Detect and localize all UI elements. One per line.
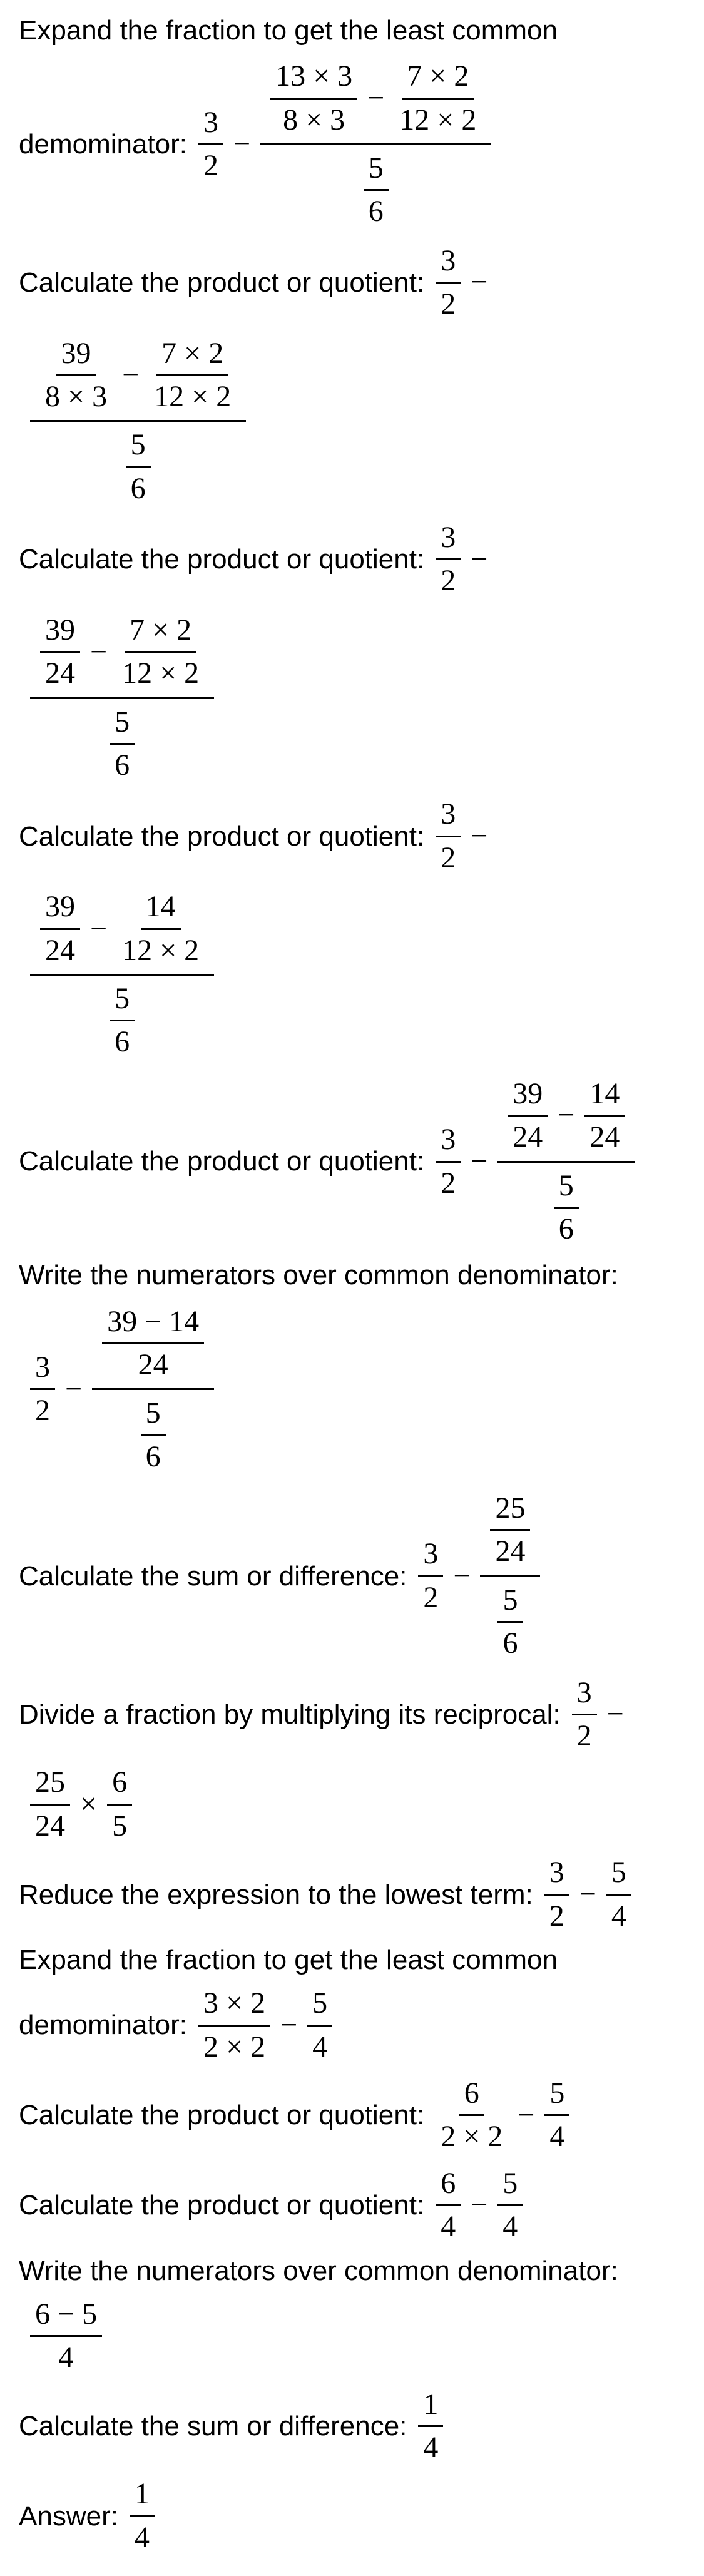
math-expr-12: 64 − 54: [432, 2163, 526, 2248]
math-expr-10: 3 × 22 × 2 − 54: [195, 1983, 336, 2068]
math-expr-5: 32 − 3924 − 1424 56: [432, 1071, 638, 1253]
step-text: Calculate the product or quotient:: [19, 1143, 424, 1179]
math-expr-4a: 32 −: [432, 794, 494, 879]
step-11: Calculate the product or quotient: 62 × …: [19, 2073, 685, 2158]
step-text: Write the numerators over common denomin…: [19, 2253, 618, 2289]
step-3b: 3924 − 7 × 212 × 2 56: [19, 607, 685, 789]
step-2: Calculate the product or quotient: 32 −: [19, 240, 685, 325]
math-expr-8a: 32 −: [568, 1672, 630, 1757]
step-text: Calculate the product or quotient:: [19, 265, 424, 300]
step-text: demominator:: [19, 2007, 187, 2043]
step-3: Calculate the product or quotient: 32 −: [19, 517, 685, 602]
step-text: Calculate the product or quotient:: [19, 2097, 424, 2133]
step-text: Calculate the product or quotient:: [19, 541, 424, 577]
step-9: Reduce the expression to the lowest term…: [19, 1852, 685, 1937]
step-8b: 2524 × 65: [19, 1762, 685, 1847]
math-expr-13: 6 − 54: [26, 2294, 106, 2379]
step-text: Reduce the expression to the lowest term…: [19, 1877, 533, 1913]
step-10-text-b: demominator: 3 × 22 × 2 − 54: [19, 1983, 685, 2068]
math-expr-2a: 32 −: [432, 240, 494, 325]
step-text: Calculate the product or quotient:: [19, 2187, 424, 2223]
step-13-math: 6 − 54: [19, 2294, 685, 2379]
step-4b: 3924 − 1412 × 2 56: [19, 884, 685, 1066]
math-expr-7: 32 − 2524 56: [414, 1485, 544, 1667]
step-5: Calculate the product or quotient: 32 − …: [19, 1071, 685, 1253]
answer-label: Answer:: [19, 2498, 118, 2534]
step-7: Calculate the sum or difference: 32 − 25…: [19, 1485, 685, 1667]
math-expr-3b: 3924 − 7 × 212 × 2 56: [26, 607, 218, 789]
step-text: Expand the fraction to get the least com…: [19, 13, 558, 48]
math-expr-2b: 398 × 3 − 7 × 212 × 2 56: [26, 330, 250, 513]
answer-line: Answer: 14: [19, 2473, 685, 2558]
step-4: Calculate the product or quotient: 32 −: [19, 794, 685, 879]
math-expr-14: 14: [414, 2384, 447, 2469]
step-13-text: Write the numerators over common denomin…: [19, 2253, 685, 2289]
math-expr-11: 62 × 2 − 54: [432, 2073, 573, 2158]
math-expr-8b: 2524 × 65: [26, 1762, 136, 1847]
step-6-text: Write the numerators over common denomin…: [19, 1257, 685, 1293]
math-expr-3a: 32 −: [432, 517, 494, 602]
math-expr-6: 32 − 39 − 1424 56: [26, 1299, 218, 1481]
step-2b: 398 × 3 − 7 × 212 × 2 56: [19, 330, 685, 513]
step-text: Calculate the sum or difference:: [19, 2408, 407, 2444]
step-6-math: 32 − 39 − 1424 56: [19, 1299, 685, 1481]
step-8: Divide a fraction by multiplying its rec…: [19, 1672, 685, 1757]
step-10-text-a: Expand the fraction to get the least com…: [19, 1942, 685, 1978]
step-text: Calculate the sum or difference:: [19, 1558, 407, 1594]
step-text: Write the numerators over common denomin…: [19, 1257, 618, 1293]
step-1-text-a: Expand the fraction to get the least com…: [19, 13, 685, 48]
step-14: Calculate the sum or difference: 14: [19, 2384, 685, 2469]
step-text: Divide a fraction by multiplying its rec…: [19, 1697, 561, 1732]
answer-math: 14: [126, 2473, 158, 2558]
step-text: Expand the fraction to get the least com…: [19, 1942, 558, 1978]
step-text: demominator:: [19, 126, 187, 162]
step-text: Calculate the product or quotient:: [19, 819, 424, 854]
math-expr-9: 32 − 54: [541, 1852, 635, 1937]
step-12: Calculate the product or quotient: 64 − …: [19, 2163, 685, 2248]
step-1-text-b: demominator: 32 − 13 × 38 × 3 − 7 × 212 …: [19, 53, 685, 235]
math-expr-4b: 3924 − 1412 × 2 56: [26, 884, 218, 1066]
math-expr-1: 32 − 13 × 38 × 3 − 7 × 212 × 2 56: [195, 53, 495, 235]
